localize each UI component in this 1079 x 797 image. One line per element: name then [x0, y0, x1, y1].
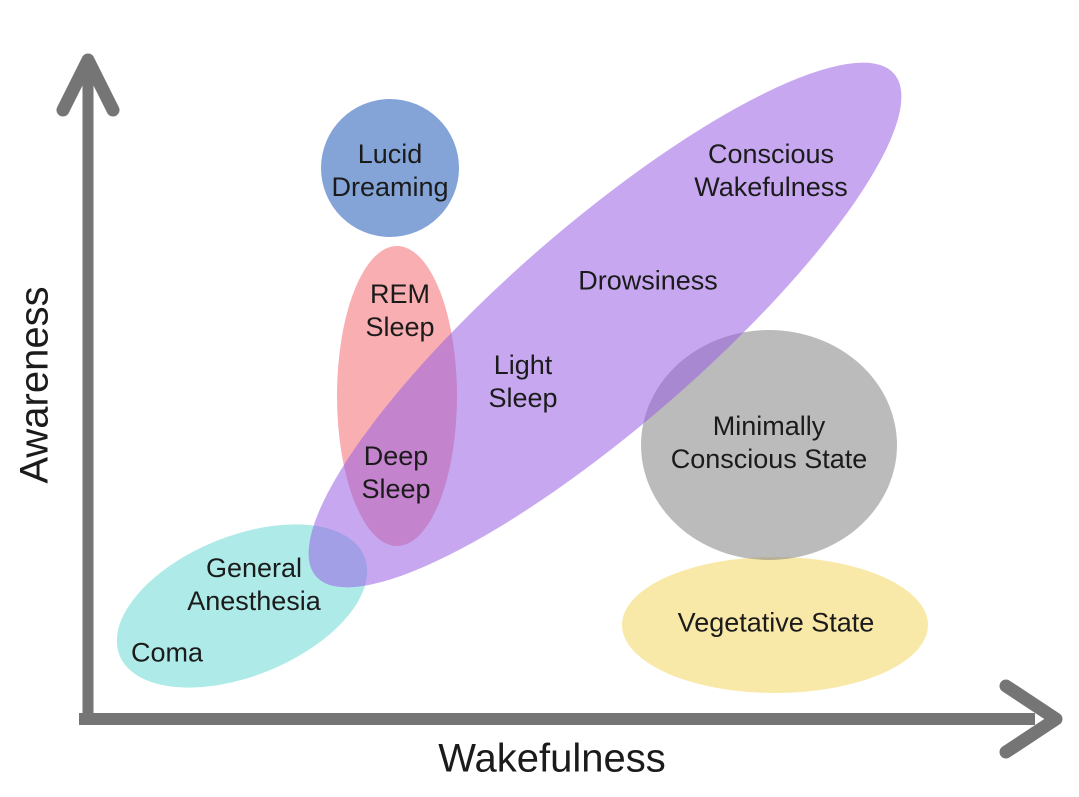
region-vegetative-state — [622, 557, 928, 693]
label-minimally-conscious-state: Minimally Conscious State — [670, 411, 868, 474]
x-axis-label: Wakefulness — [438, 736, 666, 781]
label-conscious-wakefulness: Conscious Wakefulness — [694, 139, 848, 202]
label-rem-sleep: REM Sleep — [365, 279, 435, 342]
label-coma: Coma — [130, 637, 204, 668]
y-axis-arrowhead-icon — [56, 53, 120, 117]
label-deep-sleep: Deep Sleep — [361, 441, 431, 504]
label-general-anesthesia: General Anesthesia — [187, 553, 321, 616]
y-axis-label: Awareness — [12, 286, 57, 484]
region-lucid-dreaming — [321, 99, 459, 237]
label-light-sleep: Light Sleep — [488, 350, 558, 413]
label-drowsiness: Drowsiness — [578, 265, 718, 296]
label-vegetative-state: Vegetative State — [677, 607, 875, 638]
label-lucid-dreaming: Lucid Dreaming — [331, 139, 449, 202]
x-axis-arrowhead-icon — [999, 679, 1063, 759]
